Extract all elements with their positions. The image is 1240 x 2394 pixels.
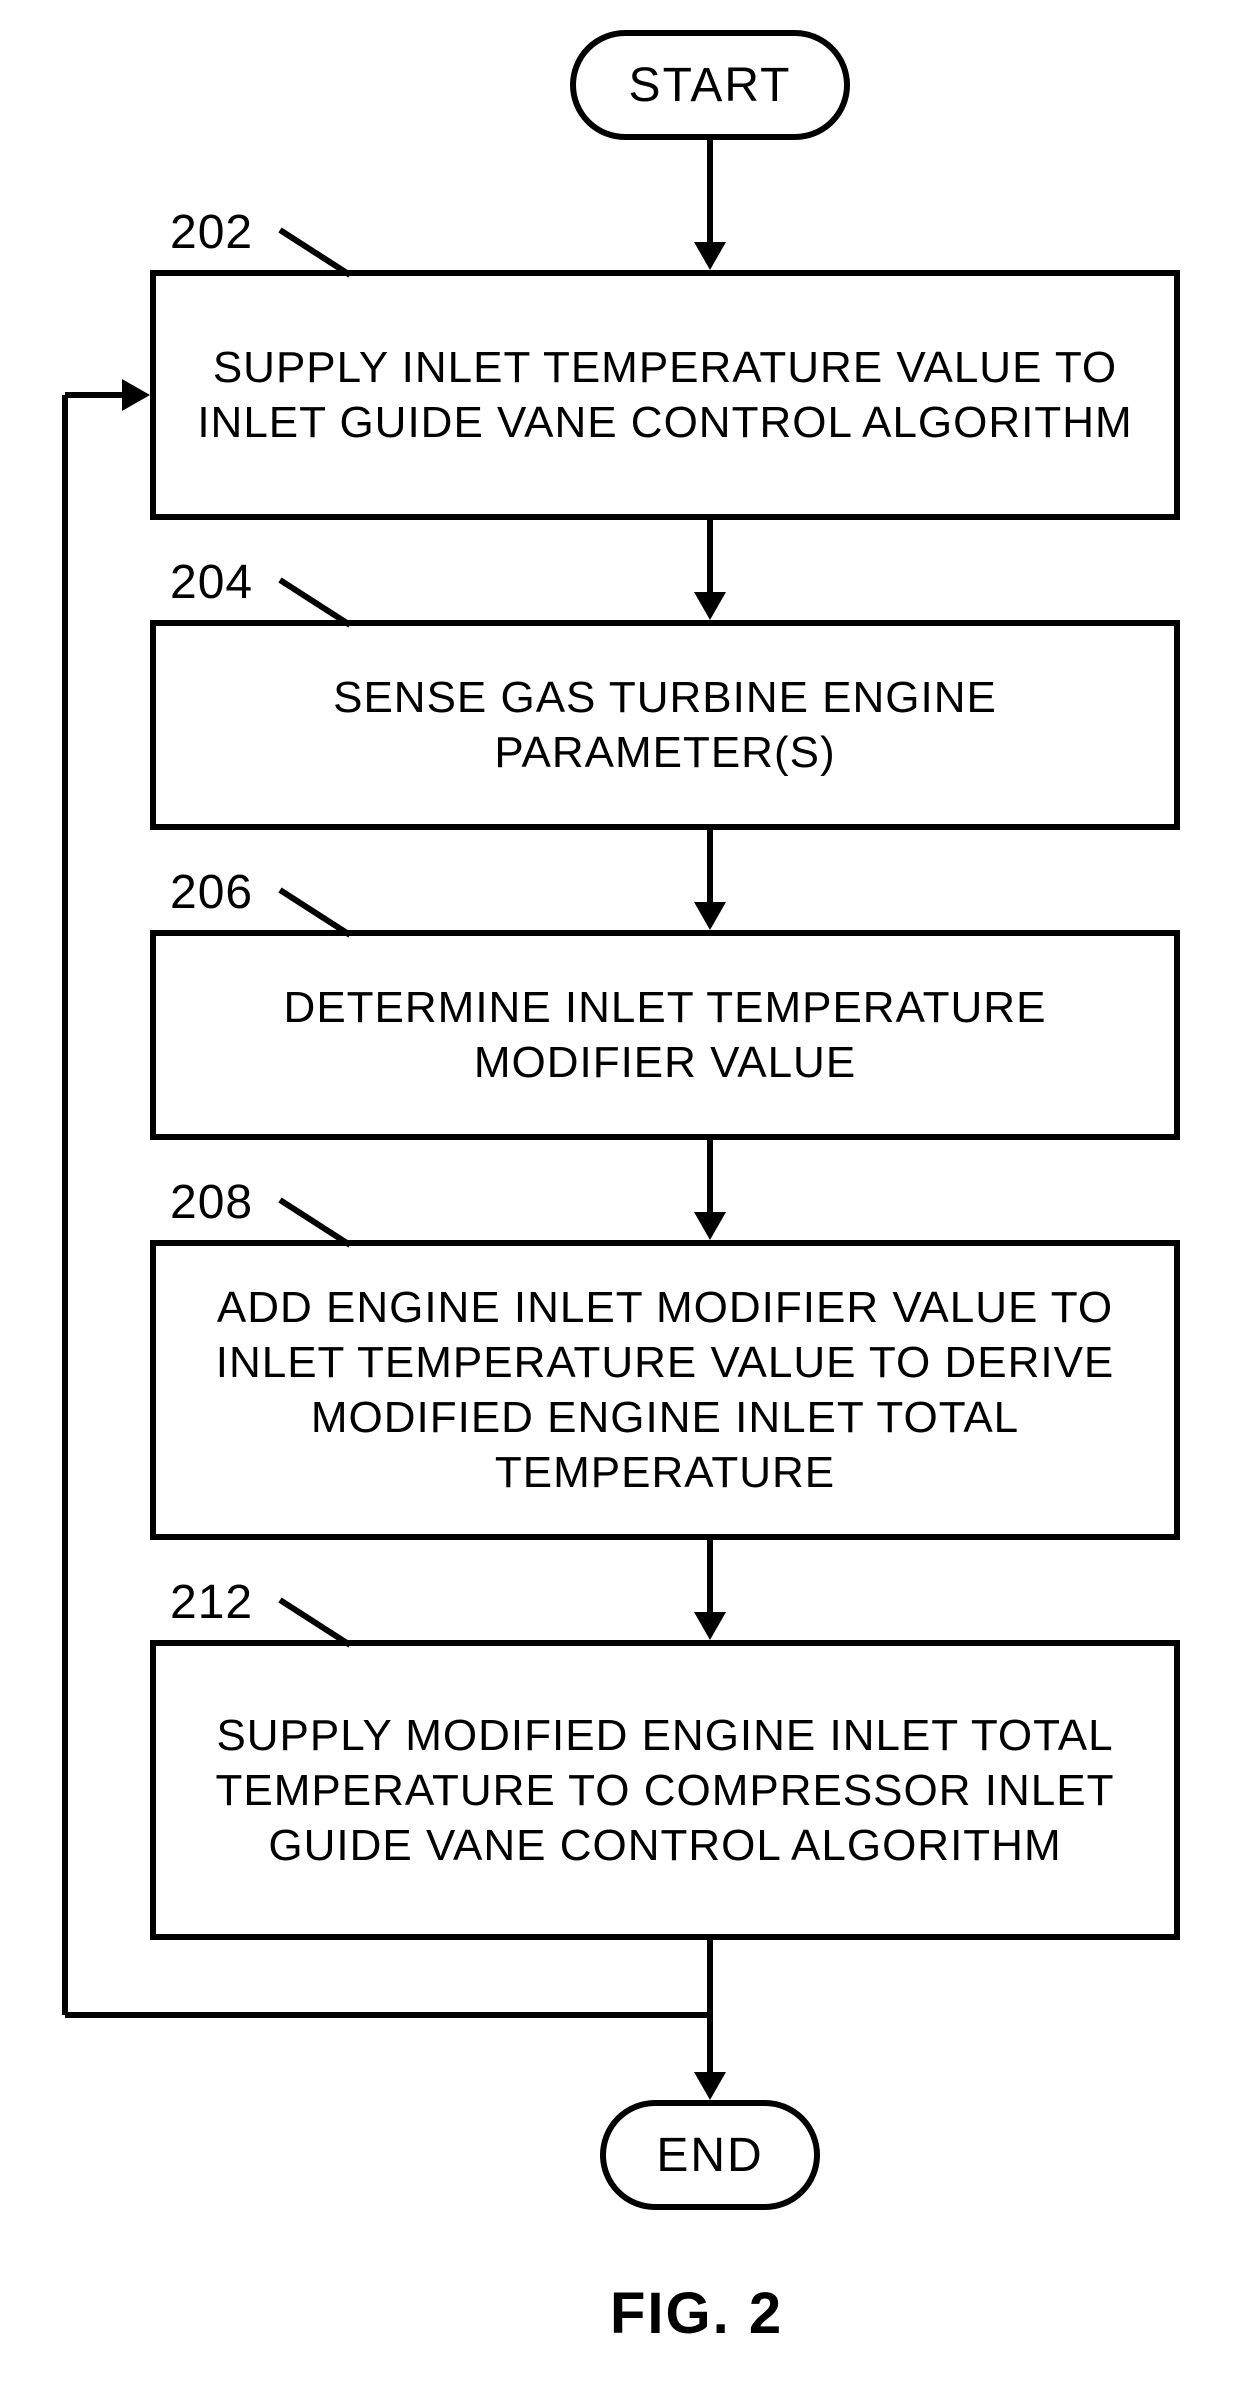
start-label: START <box>629 58 792 113</box>
end-terminal: END <box>600 2100 820 2210</box>
process-208-text: ADD ENGINE INLET MODIFIER VALUE TO INLET… <box>186 1280 1144 1500</box>
process-202: SUPPLY INLET TEMPERATURE VALUE TO INLET … <box>150 270 1180 520</box>
figure-label: FIG. 2 <box>610 2280 783 2347</box>
end-label: END <box>656 2128 763 2183</box>
process-208: ADD ENGINE INLET MODIFIER VALUE TO INLET… <box>150 1240 1180 1540</box>
process-204: SENSE GAS TURBINE ENGINE PARAMETER(S) <box>150 620 1180 830</box>
process-202-text: SUPPLY INLET TEMPERATURE VALUE TO INLET … <box>186 340 1144 450</box>
start-terminal: START <box>570 30 850 140</box>
process-212-text: SUPPLY MODIFIED ENGINE INLET TOTAL TEMPE… <box>186 1708 1144 1873</box>
step-number-204: 204 <box>170 555 253 610</box>
step-number-202: 202 <box>170 205 253 260</box>
process-212: SUPPLY MODIFIED ENGINE INLET TOTAL TEMPE… <box>150 1640 1180 1940</box>
step-number-208: 208 <box>170 1175 253 1230</box>
step-number-206: 206 <box>170 865 253 920</box>
process-204-text: SENSE GAS TURBINE ENGINE PARAMETER(S) <box>186 670 1144 780</box>
step-number-212: 212 <box>170 1575 253 1630</box>
process-206-text: DETERMINE INLET TEMPERATURE MODIFIER VAL… <box>186 980 1144 1090</box>
process-206: DETERMINE INLET TEMPERATURE MODIFIER VAL… <box>150 930 1180 1140</box>
